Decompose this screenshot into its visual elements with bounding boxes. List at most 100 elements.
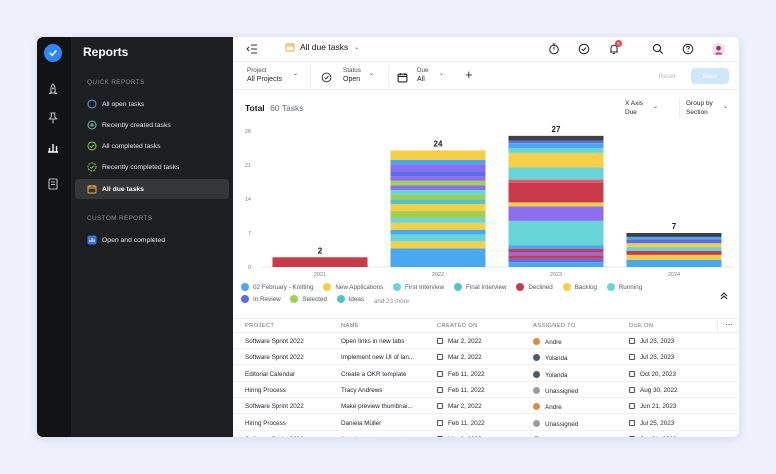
bar-segment[interactable]: [508, 220, 604, 246]
sidebar-item-all-due-tasks[interactable]: All due tasks: [75, 179, 229, 199]
column-header-name[interactable]: NAME: [341, 323, 359, 329]
table-row[interactable]: Software Sprint 2022 Attach target segmen…: [233, 431, 739, 437]
bar-segment[interactable]: [508, 179, 604, 183]
bar-segment[interactable]: [508, 262, 604, 267]
sidebar-item-all-completed-tasks[interactable]: All completed tasks: [75, 136, 229, 156]
bar-segment[interactable]: [390, 204, 486, 212]
bar-segment[interactable]: [508, 135, 604, 141]
collapse-legend-icon[interactable]: [717, 289, 731, 303]
bar-segment[interactable]: [390, 176, 486, 181]
collapse-sidebar-icon[interactable]: [245, 42, 259, 56]
bar-segment[interactable]: [626, 247, 722, 251]
status-filter[interactable]: Status Open: [343, 66, 361, 84]
bar-segment[interactable]: [508, 206, 604, 221]
legend-more[interactable]: and 23 more: [374, 296, 409, 308]
sidebar-item-open-and-completed[interactable]: Open and completed: [75, 230, 229, 250]
bar-segment[interactable]: [390, 222, 486, 230]
bar-segment[interactable]: [508, 167, 604, 180]
reset-button[interactable]: Reset: [649, 68, 685, 84]
bar-segment[interactable]: [390, 199, 486, 205]
column-header-created-on[interactable]: CREATED ON: [437, 323, 478, 329]
legend-item[interactable]: Selected: [290, 293, 327, 305]
project-filter[interactable]: Project All Projects: [247, 66, 282, 84]
user-avatar[interactable]: [711, 42, 725, 56]
bar-2021[interactable]: [272, 257, 368, 267]
bar-segment[interactable]: [272, 257, 368, 267]
bar-segment[interactable]: [508, 148, 604, 153]
bar-segment[interactable]: [626, 250, 722, 255]
rocket-icon[interactable]: [46, 83, 60, 97]
bar-segment[interactable]: [390, 248, 486, 267]
pin-icon[interactable]: [46, 111, 60, 125]
report-title-dropdown[interactable]: All due tasks ⌄: [285, 42, 359, 52]
document-icon[interactable]: [46, 177, 60, 191]
column-header-due-on[interactable]: DUE ON: [629, 323, 654, 329]
legend-item[interactable]: Backlog: [562, 281, 597, 293]
sidebar-item-recently-completed-tasks[interactable]: Recently completed tasks: [75, 157, 229, 177]
timer-icon[interactable]: [547, 42, 561, 56]
legend-item[interactable]: New Applications: [323, 281, 383, 293]
table-row[interactable]: Hiring Process Tracy Andrews Feb 11, 2022 U…: [233, 382, 739, 398]
bar-2022[interactable]: [390, 150, 486, 267]
table-row[interactable]: Software Sprint 2022 Make preview thumbna…: [233, 398, 739, 415]
bar-segment[interactable]: [390, 229, 486, 235]
bar-segment[interactable]: [390, 211, 486, 219]
bar-segment[interactable]: [390, 241, 486, 249]
table-row[interactable]: Software Sprint 2022 Implement new UI of …: [233, 349, 739, 366]
bar-segment[interactable]: [390, 164, 486, 172]
table-row[interactable]: Software Sprint 2022 Open links in new ta…: [233, 333, 739, 349]
x-axis-selector[interactable]: X Axis Due: [625, 99, 643, 117]
bar-segment[interactable]: [508, 252, 604, 256]
notifications-bell-icon[interactable]: 6: [607, 40, 622, 56]
legend-item[interactable]: In Review: [241, 293, 281, 305]
bar-segment[interactable]: [508, 143, 604, 148]
bar-segment[interactable]: [508, 255, 604, 259]
sidebar-item-recently-created-tasks[interactable]: Recently created tasks: [75, 115, 229, 135]
legend-item[interactable]: First Interview: [393, 281, 444, 293]
bar-segment[interactable]: [626, 243, 722, 248]
column-header-project[interactable]: PROJECT: [245, 323, 275, 329]
bar-segment[interactable]: [390, 185, 486, 191]
save-button[interactable]: Save: [691, 68, 729, 84]
sidebar-item-all-open-tasks[interactable]: All open tasks: [75, 94, 229, 114]
bar-segment[interactable]: [390, 218, 486, 223]
bar-2024[interactable]: [626, 233, 722, 267]
due-filter[interactable]: Due All: [417, 66, 429, 84]
bar-segment[interactable]: [508, 182, 604, 203]
app-logo-icon[interactable]: [44, 44, 62, 62]
bar-segment[interactable]: [508, 258, 604, 263]
bar-segment[interactable]: [390, 180, 486, 186]
bar-segment[interactable]: [390, 234, 486, 242]
help-icon[interactable]: [681, 42, 695, 56]
bar-segment[interactable]: [508, 152, 604, 168]
bar-segment[interactable]: [508, 249, 604, 253]
bar-segment[interactable]: [508, 245, 604, 250]
legend-item[interactable]: Final Interview: [453, 281, 507, 293]
bar-segment[interactable]: [626, 239, 722, 244]
bar-segment[interactable]: [626, 233, 722, 237]
group-by-selector[interactable]: Group by Section: [686, 99, 713, 117]
bar-segment[interactable]: [390, 190, 486, 195]
legend-item[interactable]: Running: [606, 281, 642, 293]
bar-segment[interactable]: [390, 150, 486, 160]
bar-segment[interactable]: [390, 159, 486, 165]
bar-segment[interactable]: [626, 254, 722, 260]
search-icon[interactable]: [651, 42, 665, 56]
check-circle-icon[interactable]: [577, 42, 591, 56]
bar-segment[interactable]: [390, 171, 486, 177]
bar-segment[interactable]: [390, 194, 486, 200]
table-row[interactable]: Editorial Calendar Create a OKR template F…: [233, 366, 739, 382]
bar-chart-icon[interactable]: [46, 140, 60, 154]
column-header-assigned-to[interactable]: ASSIGNED TO: [533, 323, 576, 329]
add-filter-button[interactable]: +: [465, 67, 473, 82]
table-row[interactable]: Hiring Process Daniela Müller Feb 11, 2022…: [233, 415, 739, 431]
legend-item[interactable]: Declined: [516, 281, 553, 293]
legend-item[interactable]: 02 February - Knitting: [241, 281, 314, 293]
bar-2023[interactable]: [508, 135, 604, 267]
bar-segment[interactable]: [508, 140, 604, 144]
bar-segment[interactable]: [626, 259, 722, 267]
legend-item[interactable]: Ideas: [336, 293, 364, 305]
bar-segment[interactable]: [508, 202, 604, 207]
bar-segment[interactable]: [626, 236, 722, 240]
more-options-icon[interactable]: ⋯: [725, 320, 734, 329]
